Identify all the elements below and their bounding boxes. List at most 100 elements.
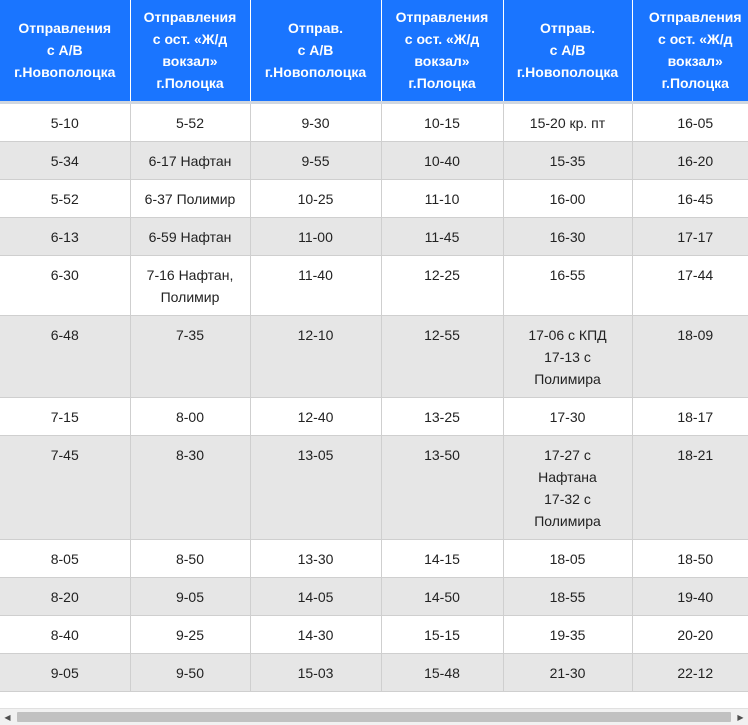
cell-text: 13-50 <box>424 446 460 463</box>
table-row: 8-20 9-05 14-05 14-50 18-55 19-40 <box>0 577 748 616</box>
cell-text: 11-10 <box>424 190 460 207</box>
cell-text: 9-55 <box>301 152 330 169</box>
table-cell: 17-44 <box>632 255 748 316</box>
table-cell: 16-30 <box>503 217 633 256</box>
cell-text: Полимира <box>534 512 601 529</box>
horizontal-scrollbar[interactable]: ◀ ▶ <box>0 708 748 725</box>
table-cell: 9-50 <box>130 653 251 692</box>
cell-text: 9-50 <box>175 664 205 681</box>
table-cell: 21-30 <box>503 653 633 692</box>
table-row: 7-15 8-00 12-40 13-25 17-30 18-17 <box>0 397 748 436</box>
cell-text: 16-05 <box>677 114 714 131</box>
cell-text: 8-30 <box>175 446 205 463</box>
table-cell: 18-55 <box>503 577 633 616</box>
header-line: с А/В <box>297 42 334 59</box>
table-cell: 7-15 <box>0 397 131 436</box>
cell-text: Полимир <box>160 288 220 305</box>
cell-text: 16-20 <box>677 152 714 169</box>
header-line: с А/В <box>549 42 586 59</box>
cell-text: 22-12 <box>677 664 714 681</box>
cell-text: 8-00 <box>175 408 205 425</box>
cell-text: 5-52 <box>50 190 79 207</box>
table-cell: 9-05 <box>130 577 251 616</box>
cell-text: 12-10 <box>297 326 334 343</box>
cell-text: 17-27 с <box>544 446 591 463</box>
table-cell: 15-15 <box>381 615 504 654</box>
header-line: вокзал» <box>162 53 218 70</box>
cell-text: Нафтана <box>538 468 597 485</box>
header-line: Отправления <box>143 9 237 26</box>
table-cell: 8-00 <box>130 397 251 436</box>
table-cell: 17-30 <box>503 397 633 436</box>
cell-text: Полимира <box>534 370 601 387</box>
cell-text: 7-35 <box>175 326 205 343</box>
cell-text: 6-17 Нафтан <box>148 152 232 169</box>
header-line: г.Новополоцка <box>264 64 367 81</box>
cell-text: 11-40 <box>298 266 333 283</box>
header-line: г.Полоцка <box>408 75 476 92</box>
cell-text: 11-00 <box>298 228 333 245</box>
column-header-3: Отправ. с А/В г.Новополоцка <box>250 0 382 104</box>
cell-text: 19-35 <box>549 626 586 643</box>
cell-text: 8-05 <box>50 550 79 567</box>
table-cell: 7-16 Нафтан, Полимир <box>130 255 251 316</box>
table-cell: 7-35 <box>130 315 251 398</box>
header-line: с ост. «Ж/д <box>152 31 228 48</box>
column-header-2: Отправления с ост. «Ж/д вокзал» г.Полоцка <box>130 0 251 104</box>
arrow-left-icon[interactable]: ◀ <box>4 712 11 722</box>
table-cell: 16-05 <box>632 102 748 142</box>
header-line: вокзал» <box>414 53 470 70</box>
table-cell: 17-27 с Нафтана 17-32 с Полимира <box>503 435 633 540</box>
table-cell: 14-30 <box>250 615 382 654</box>
cell-text: 17-17 <box>677 228 714 245</box>
table-cell: 19-35 <box>503 615 633 654</box>
table-cell: 22-12 <box>632 653 748 692</box>
table-cell: 17-17 <box>632 217 748 256</box>
cell-text: 19-40 <box>677 588 714 605</box>
cell-text: 8-40 <box>50 626 79 643</box>
table-cell: 16-00 <box>503 179 633 218</box>
cell-text: 6-13 <box>50 228 79 245</box>
cell-text: 11-45 <box>424 228 460 245</box>
table-cell: 11-45 <box>381 217 504 256</box>
table-row: 5-10 5-52 9-30 10-15 15-20 кр. пт 16-05 <box>0 102 748 142</box>
cell-text: 8-50 <box>175 550 205 567</box>
table-cell: 13-30 <box>250 539 382 578</box>
table-cell: 6-48 <box>0 315 131 398</box>
header-line: с ост. «Ж/д <box>404 31 480 48</box>
table-row: 8-40 9-25 14-30 15-15 19-35 20-20 <box>0 615 748 654</box>
arrow-right-icon[interactable]: ▶ <box>737 712 744 722</box>
cell-text: 15-48 <box>424 664 460 681</box>
cell-text: 14-50 <box>424 588 460 605</box>
table-cell: 19-40 <box>632 577 748 616</box>
table-cell: 15-35 <box>503 141 633 180</box>
table-cell: 13-05 <box>250 435 382 540</box>
cell-text: 9-25 <box>175 626 205 643</box>
cell-text: 9-30 <box>301 114 330 131</box>
table-cell: 14-15 <box>381 539 504 578</box>
table-cell: 14-50 <box>381 577 504 616</box>
table-cell: 9-55 <box>250 141 382 180</box>
cell-text: 17-13 с <box>544 348 591 365</box>
cell-text: 21-30 <box>549 664 586 681</box>
table-cell: 9-30 <box>250 102 382 142</box>
table-cell: 10-15 <box>381 102 504 142</box>
header-line: Отправ. <box>539 20 596 37</box>
cell-text: 9-05 <box>175 588 205 605</box>
schedule-table-container: Отправления с А/В г.Новополоцка Отправления… <box>0 0 748 692</box>
table-body: 5-10 5-52 9-30 10-15 15-20 кр. пт 16-05 5-34 6-… <box>0 102 748 692</box>
table-cell: 16-45 <box>632 179 748 218</box>
cell-text: 9-05 <box>50 664 79 681</box>
table-cell: 5-52 <box>130 102 251 142</box>
table-cell: 10-25 <box>250 179 382 218</box>
cell-text: 18-17 <box>677 408 714 425</box>
table-cell: 13-50 <box>381 435 504 540</box>
table-cell: 8-50 <box>130 539 251 578</box>
table-header: Отправления с А/В г.Новополоцка Отправления… <box>0 0 748 104</box>
cell-text: 15-35 <box>549 152 586 169</box>
cell-text: 16-45 <box>677 190 714 207</box>
cell-text: 7-45 <box>50 446 79 463</box>
scrollbar-thumb[interactable] <box>17 712 731 722</box>
cell-text: 17-06 с КПД <box>528 326 607 343</box>
table-cell: 18-09 <box>632 315 748 398</box>
